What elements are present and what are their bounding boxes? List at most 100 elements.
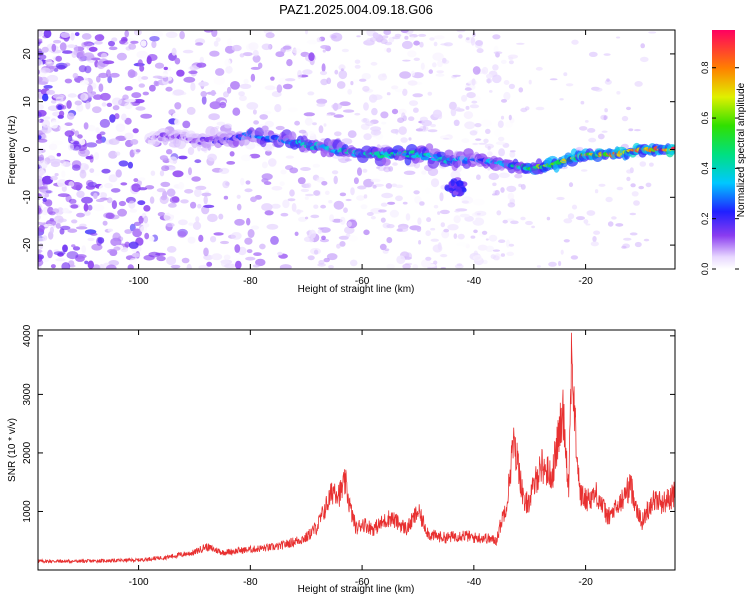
heatmap-cell [456, 242, 468, 247]
heatmap-cell [157, 212, 166, 217]
heatmap-cell [285, 155, 294, 159]
heatmap-cell [238, 125, 248, 129]
heatmap-cell [112, 97, 122, 106]
heatmap-cell [472, 254, 483, 261]
heatmap-cell [186, 263, 192, 269]
heatmap-cell [227, 38, 233, 47]
heatmap-cell [142, 55, 149, 59]
heatmap-cell [334, 131, 342, 137]
heatmap-cell [168, 203, 177, 208]
heatmap-cell [42, 256, 50, 263]
heatmap-cell [438, 113, 443, 120]
heatmap-cell [106, 102, 113, 107]
heatmap-cell [509, 151, 516, 158]
heatmap-cell [110, 188, 121, 193]
heatmap-cell [39, 160, 48, 170]
heatmap-cell [252, 49, 259, 57]
heatmap-cell [249, 153, 261, 159]
heatmap-cell [304, 196, 309, 201]
heatmap-cell [418, 240, 422, 245]
heatmap-cell [508, 83, 515, 90]
heatmap-cell [490, 173, 495, 179]
heatmap-cell [584, 120, 589, 123]
heatmap-cell [432, 62, 437, 68]
heatmap-cell [275, 125, 285, 131]
heatmap-cell [79, 169, 87, 179]
heatmap-cell [118, 200, 126, 207]
heatmap-cell [166, 256, 177, 266]
heatmap-cell [203, 195, 208, 205]
heatmap-cell [59, 110, 65, 117]
heatmap-cell [420, 109, 426, 119]
heatmap-cell [339, 241, 346, 247]
heatmap-cell [216, 121, 226, 126]
heatmap-cell [76, 103, 84, 112]
colorbar-gradient [712, 30, 735, 269]
heatmap-cell [328, 200, 333, 204]
heatmap-cell [357, 185, 367, 190]
heatmap-cell [265, 32, 275, 39]
heatmap-cell [38, 81, 48, 85]
heatmap-cell [106, 264, 117, 269]
heatmap-cell [633, 200, 640, 206]
heatmap-cell [391, 108, 399, 115]
heatmap-cell [473, 229, 478, 234]
heatmap-cell [99, 263, 104, 269]
y-tick-label: 20 [22, 48, 33, 60]
heatmap-cell [440, 43, 448, 46]
heatmap-cell [95, 139, 103, 144]
heatmap-cell [492, 249, 500, 252]
heatmap-cell [535, 66, 543, 71]
heatmap-cell [381, 192, 393, 199]
heatmap-cell [124, 99, 136, 103]
heatmap-cell [124, 117, 132, 125]
heatmap-cell [496, 210, 502, 216]
heatmap-cell [623, 237, 632, 241]
heatmap-cell [425, 230, 432, 237]
heatmap-cell [71, 219, 78, 224]
heatmap-cell [42, 235, 48, 241]
heatmap-cell [42, 116, 51, 120]
heatmap-cell [360, 204, 368, 210]
heatmap-cell [465, 105, 470, 110]
heatmap-cell [345, 233, 351, 238]
heatmap-cell [174, 102, 182, 110]
heatmap-cell [130, 40, 139, 44]
heatmap-cell [143, 254, 155, 261]
heatmap-cell [38, 168, 44, 177]
heatmap-cell [268, 158, 277, 167]
heatmap-cell [645, 182, 652, 188]
heatmap-cell [414, 196, 422, 204]
heatmap-cell [525, 220, 533, 226]
x-tick-label: -20 [578, 577, 593, 588]
heatmap-cell [586, 210, 596, 216]
heatmap-cell [487, 146, 491, 151]
heatmap-cell [430, 178, 440, 188]
heatmap-cell [194, 188, 202, 198]
heatmap-cell [303, 112, 315, 117]
heatmap-cell [463, 111, 474, 120]
heatmap-cell [129, 258, 137, 263]
heatmap-cell [89, 168, 95, 174]
heatmap-cell [67, 228, 78, 233]
heatmap-cell [68, 143, 74, 151]
heatmap-cell [159, 170, 165, 177]
heatmap-cell [118, 160, 129, 167]
heatmap-cell [489, 90, 493, 93]
heatmap-cell [317, 263, 326, 267]
heatmap-cell [583, 219, 589, 225]
heatmap-cell [261, 161, 268, 169]
heatmap-cell [300, 167, 311, 171]
heatmap-cell [289, 189, 295, 197]
heatmap-cell [79, 50, 85, 58]
heatmap-cell [101, 102, 107, 107]
colorbar-tick-label: 0.8 [700, 61, 710, 74]
heatmap-cell [514, 173, 523, 179]
chart-title: PAZ1.2025.004.09.18.G06 [279, 2, 433, 17]
heatmap-cell [239, 83, 252, 89]
heatmap-cell [444, 184, 450, 191]
heatmap-cell [380, 202, 388, 207]
heatmap-cell [483, 138, 489, 144]
heatmap-cell [310, 214, 320, 219]
heatmap-cell [480, 119, 492, 128]
